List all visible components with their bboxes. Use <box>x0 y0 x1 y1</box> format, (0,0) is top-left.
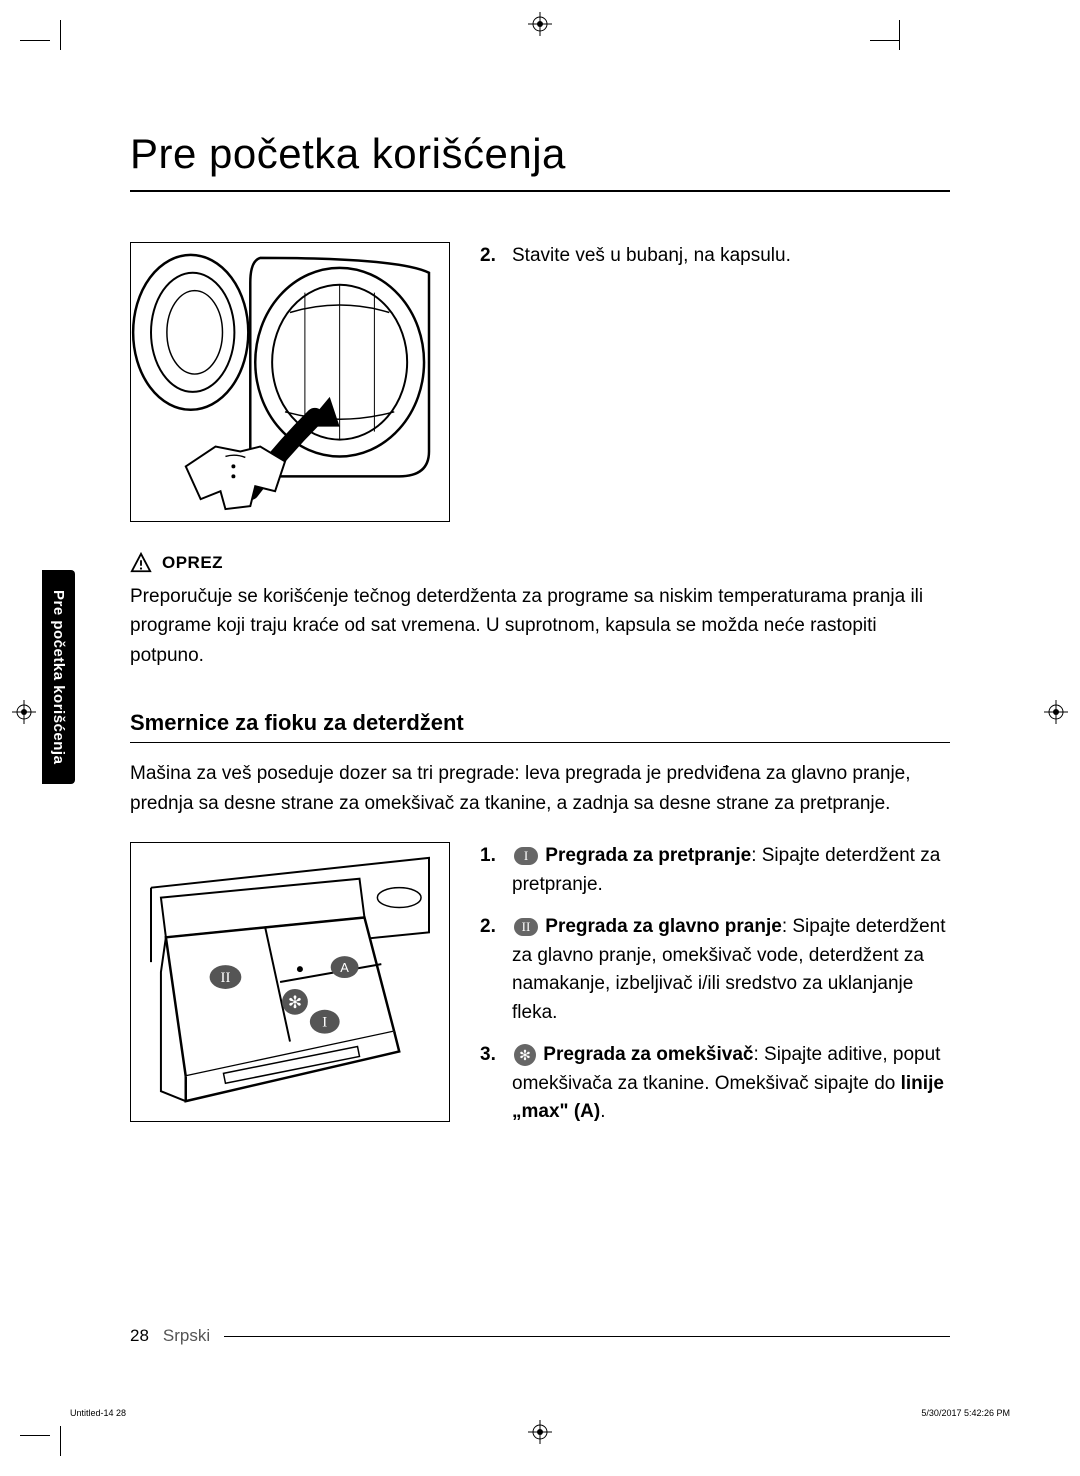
drawer-row: II A ✻ I 1. I Pregrada za pretpranje: Si… <box>130 842 950 1141</box>
crop-mark <box>870 40 900 41</box>
step-text: ✻ Pregrada za omekšivač: Sipajte aditive… <box>512 1041 950 1127</box>
registration-mark-right <box>1044 700 1068 724</box>
compartment-1: 1. I Pregrada za pretpranje: Sipajte det… <box>480 842 950 899</box>
compartment-3: 3. ✻ Pregrada za omekšivač: Sipajte adit… <box>480 1041 950 1127</box>
svg-text:I: I <box>322 1015 327 1031</box>
footer-rule <box>224 1336 950 1337</box>
intro-text: Mašina za veš poseduje dozer sa tri preg… <box>130 759 950 818</box>
registration-mark-top <box>528 12 552 36</box>
crop-mark <box>60 1426 61 1456</box>
compartment-name: Pregrada za glavno pranje <box>545 916 782 937</box>
warning-icon <box>130 552 152 574</box>
compartment-name: Pregrada za omekšivač <box>543 1044 753 1065</box>
badge-flower-icon: ✻ <box>514 1044 536 1066</box>
compartment-name: Pregrada za pretpranje <box>545 845 751 866</box>
footer-language: Srpski <box>163 1326 210 1346</box>
print-timestamp: 5/30/2017 5:42:26 PM <box>921 1408 1010 1418</box>
footer: 28 Srpski <box>130 1326 950 1346</box>
badge-I-icon: I <box>514 847 538 865</box>
badge-II-icon: II <box>514 918 538 936</box>
crop-mark <box>20 40 50 41</box>
caution-header: OPREZ <box>130 552 950 574</box>
step-number: 1. <box>480 842 502 899</box>
compartment-desc-end: . <box>600 1101 605 1122</box>
step2-row: 2. Stavite veš u bubanj, na kapsulu. <box>130 242 950 522</box>
step-number: 3. <box>480 1041 502 1127</box>
caution-label: OPREZ <box>162 553 223 573</box>
page-content: Pre početka korišćenja <box>130 130 950 1171</box>
illustration-drawer: II A ✻ I <box>130 842 450 1122</box>
page-number: 28 <box>130 1326 149 1346</box>
registration-mark-left <box>12 700 36 724</box>
crop-mark <box>20 1435 50 1436</box>
crop-mark <box>60 20 61 50</box>
print-filename: Untitled-14 28 <box>70 1408 126 1418</box>
step-text: I Pregrada za pretpranje: Sipajte deterd… <box>512 842 950 899</box>
step-number: 2. <box>480 913 502 1027</box>
step-number: 2. <box>480 242 502 271</box>
subheading: Smernice za fioku za deterdžent <box>130 710 950 743</box>
crop-mark <box>899 20 900 50</box>
step-text: Stavite veš u bubanj, na kapsulu. <box>512 242 950 271</box>
step-text: II Pregrada za glavno pranje: Sipajte de… <box>512 913 950 1027</box>
page-title: Pre početka korišćenja <box>130 130 950 192</box>
compartment-2: 2. II Pregrada za glavno pranje: Sipajte… <box>480 913 950 1027</box>
compartment-list: 1. I Pregrada za pretpranje: Sipajte det… <box>480 842 950 1141</box>
side-tab: Pre početka korišćenja <box>42 570 75 784</box>
step2-text-col: 2. Stavite veš u bubanj, na kapsulu. <box>480 242 950 522</box>
illustration-washing-machine <box>130 242 450 522</box>
svg-text:II: II <box>221 970 231 986</box>
svg-text:A: A <box>340 960 349 975</box>
caution-text: Preporučuje se korišćenje tečnog deterdž… <box>130 582 950 670</box>
registration-mark-bottom <box>528 1420 552 1444</box>
svg-text:✻: ✻ <box>288 993 302 1012</box>
